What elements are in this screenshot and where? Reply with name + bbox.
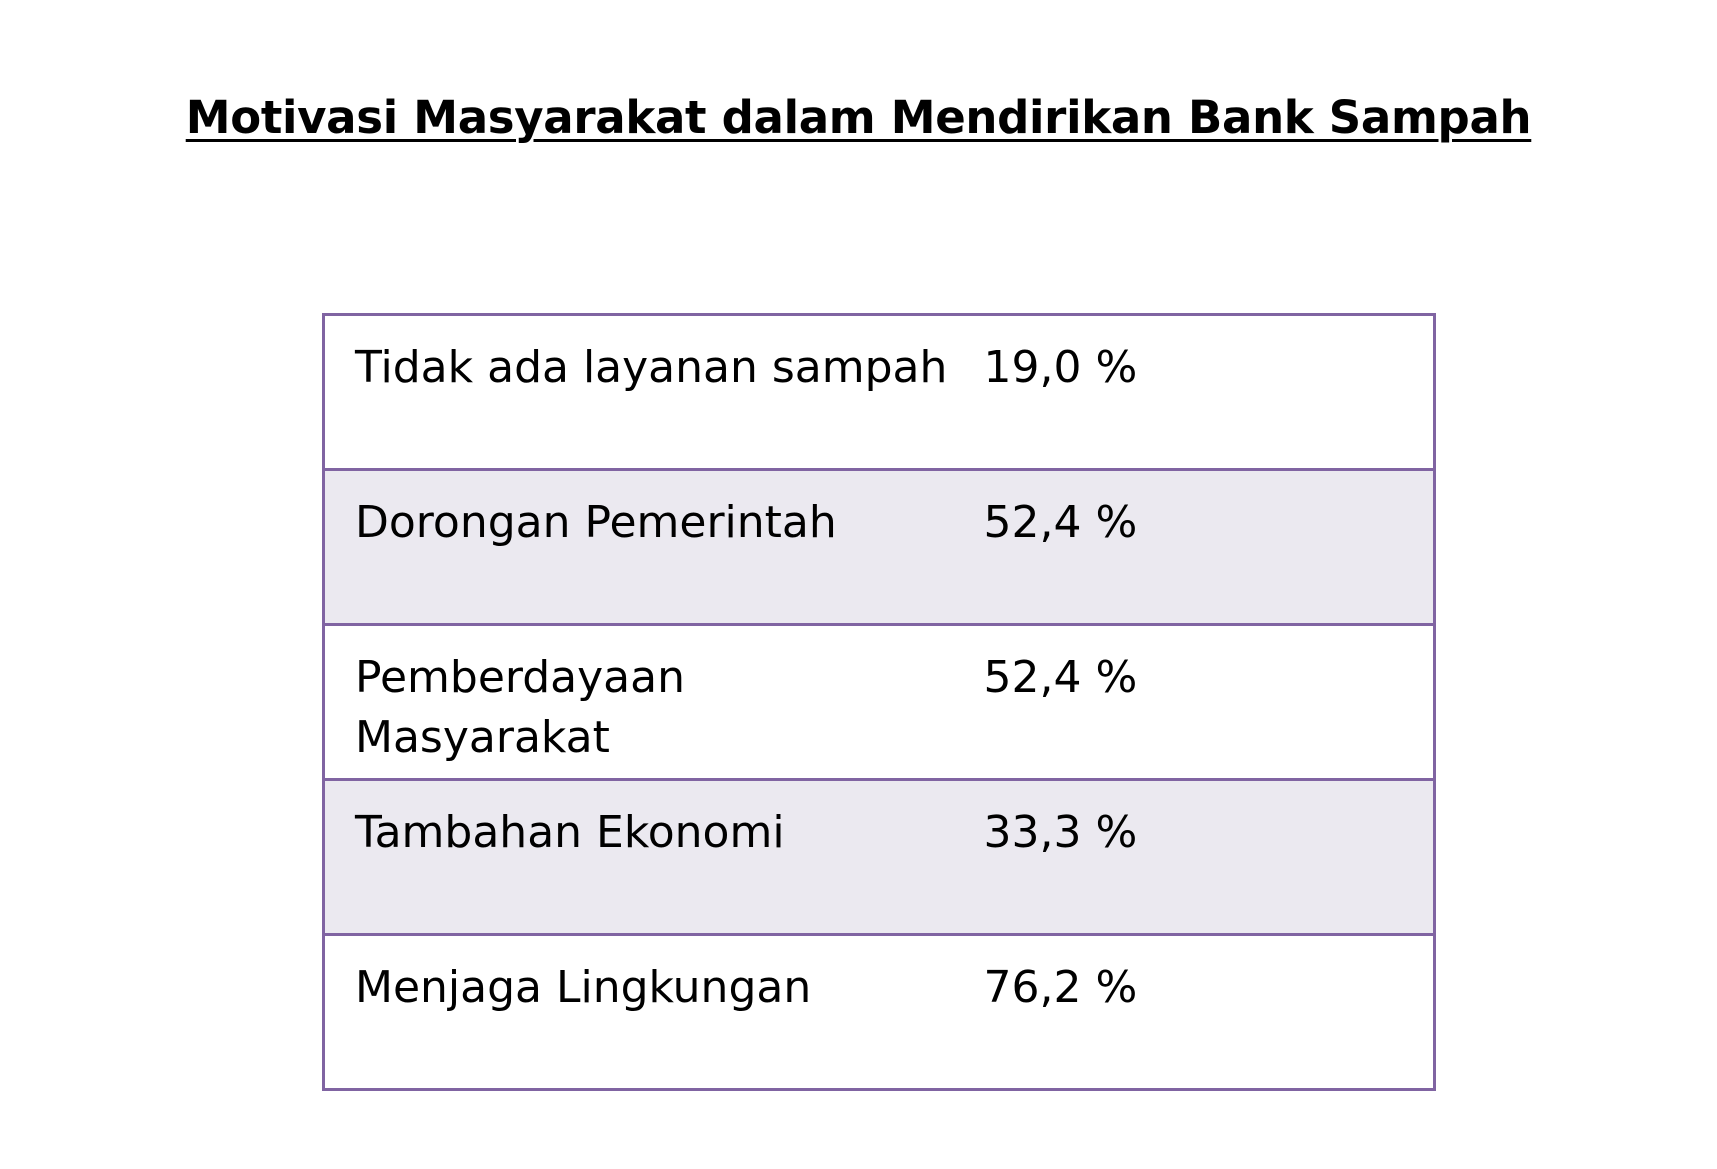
table-row: Menjaga Lingkungan 76,2 %	[323, 933, 1435, 1090]
motivation-table: Tidak ada layanan sampah 19,0 % Dorongan…	[322, 313, 1436, 1091]
motivation-label: Tidak ada layanan sampah	[323, 314, 954, 470]
motivation-label: Tambahan Ekonomi	[323, 778, 954, 935]
table-row: Tambahan Ekonomi 33,3 %	[323, 778, 1435, 935]
motivation-percentage: 76,2 %	[953, 933, 1435, 1090]
motivation-label: Pemberdayaan Masyarakat	[323, 623, 954, 780]
slide-title: Motivasi Masyarakat dalam Mendirikan Ban…	[185, 91, 1532, 144]
table-row: Pemberdayaan Masyarakat 52,4 %	[323, 623, 1435, 780]
motivation-label: Dorongan Pemerintah	[323, 468, 954, 625]
motivation-percentage: 19,0 %	[953, 314, 1435, 470]
motivation-percentage: 33,3 %	[953, 778, 1435, 935]
motivation-label: Menjaga Lingkungan	[323, 933, 954, 1090]
table-row: Dorongan Pemerintah 52,4 %	[323, 468, 1435, 625]
motivation-percentage: 52,4 %	[953, 468, 1435, 625]
motivation-percentage: 52,4 %	[953, 623, 1435, 780]
table-row: Tidak ada layanan sampah 19,0 %	[323, 314, 1435, 470]
